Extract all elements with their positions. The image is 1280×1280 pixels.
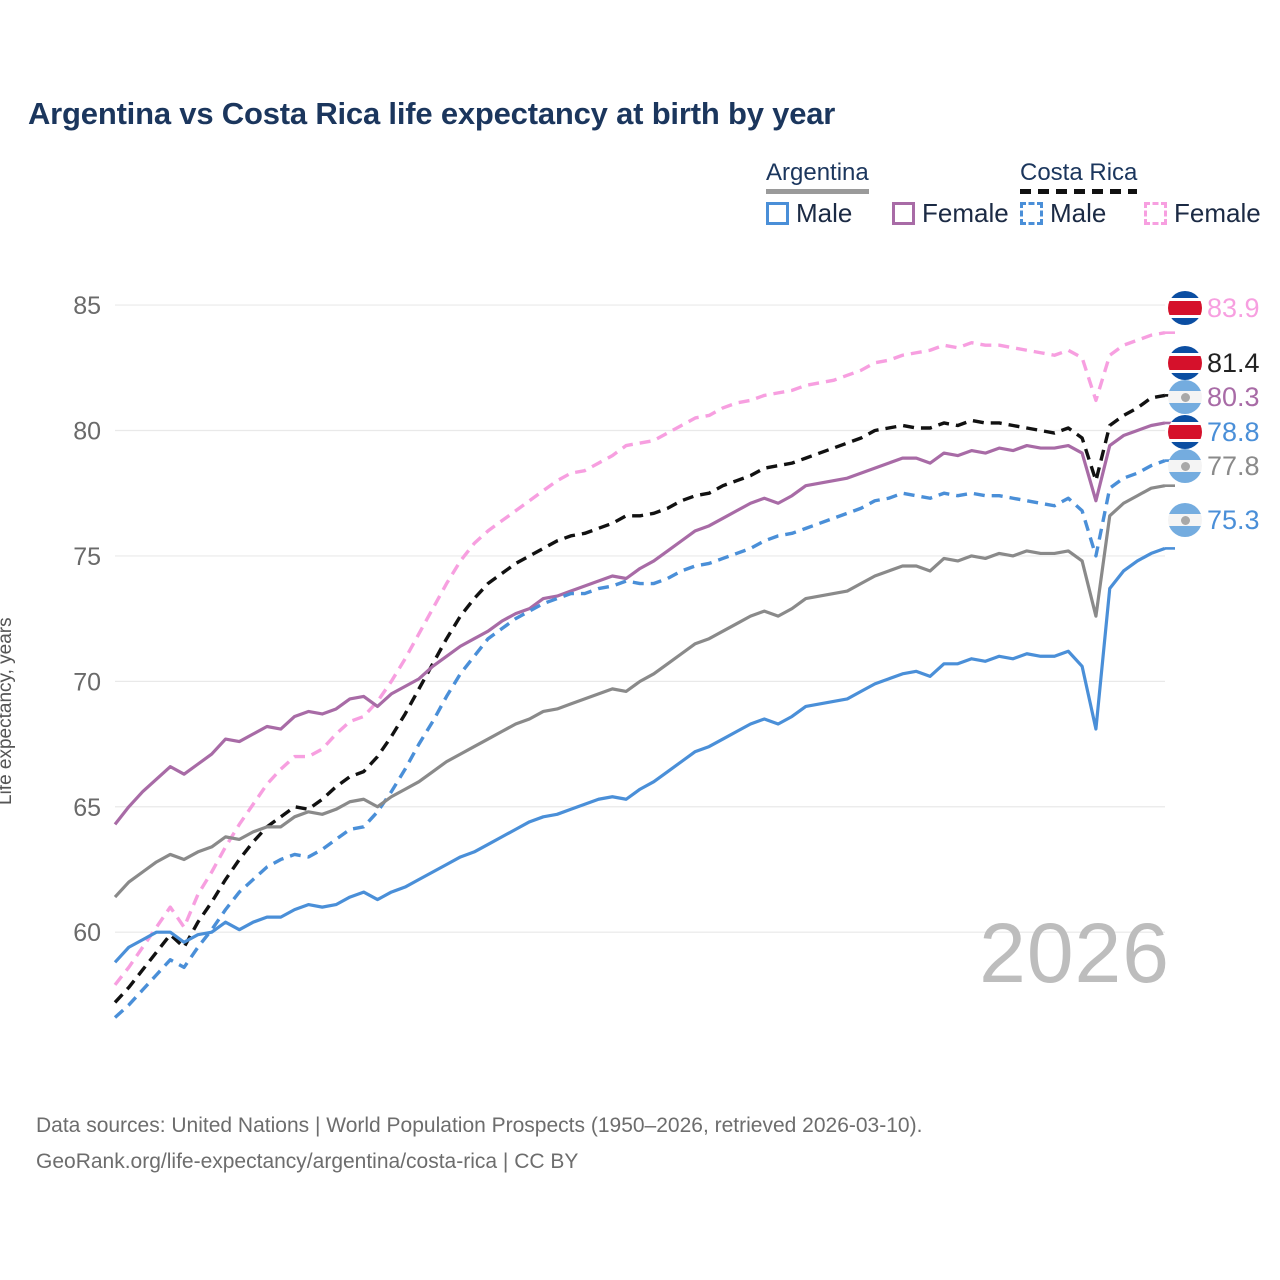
legend-group-argentina: Argentina [766, 160, 869, 194]
y-axis-tick: 70 [73, 668, 101, 696]
series-end-label: 78.8 [1168, 415, 1260, 449]
series-end-label: 80.3 [1168, 380, 1260, 414]
legend-rule-solid [766, 189, 869, 194]
legend-group-label-argentina: Argentina [766, 159, 869, 186]
series-end-value: 78.8 [1207, 416, 1260, 447]
legend-group-label-costa-rica: Costa Rica [1020, 159, 1138, 186]
y-axis-tick: 75 [73, 543, 101, 571]
y-axis-tick: 60 [73, 919, 101, 947]
costa-rica-flag-icon [1168, 415, 1202, 449]
page-title: Argentina vs Costa Rica life expectancy … [28, 96, 836, 131]
argentina-flag-icon [1168, 503, 1202, 537]
series-line [113, 421, 1166, 826]
legend-item-label: Male [1050, 198, 1107, 228]
series-end-label: 83.9 [1168, 291, 1260, 325]
legend-group-costa-rica: Costa Rica [1020, 159, 1138, 194]
legend-item-label: Female [1174, 198, 1261, 228]
series-end-label: 75.3 [1168, 503, 1260, 537]
y-axis-label: Life expectancy, years [0, 617, 16, 805]
costa-rica-flag-icon [1168, 346, 1202, 380]
series-end-value: 81.4 [1207, 347, 1260, 378]
argentina-flag-icon [1168, 380, 1202, 414]
series-line [113, 331, 1166, 986]
costa-rica-flag-icon [1168, 291, 1202, 325]
series-end-value: 83.9 [1207, 292, 1260, 323]
footer-data-sources: Data sources: United Nations | World Pop… [36, 1114, 923, 1137]
legend-rule-dashed [1020, 189, 1138, 194]
legend-swatch-icon [1144, 202, 1167, 225]
legend-swatch-icon [892, 202, 915, 225]
legend-item-argentina-female[interactable]: Female [892, 198, 1009, 229]
argentina-flag-icon [1168, 449, 1202, 483]
legend-item-label: Female [922, 198, 1009, 228]
series-line [113, 459, 1166, 1019]
series-end-value: 75.3 [1207, 504, 1260, 535]
footer: Data sources: United Nations | World Pop… [36, 1108, 922, 1180]
legend-item-costa-rica-male[interactable]: Male [1020, 198, 1106, 229]
series-end-value: 77.8 [1207, 450, 1260, 481]
series-line [113, 393, 1166, 1004]
y-axis-tick: 85 [73, 292, 101, 320]
series-line [113, 546, 1166, 964]
plot-area: Life expectancy, years 60657075808519501… [0, 250, 1280, 1050]
line-chart-svg: 6065707580851950196019701980199020002010… [73, 292, 1175, 1019]
series-line [113, 484, 1166, 899]
legend-swatch-icon [1020, 202, 1043, 225]
y-axis-tick: 80 [73, 418, 101, 446]
footer-attribution: GeoRank.org/life-expectancy/argentina/co… [36, 1150, 579, 1173]
legend-item-argentina-male[interactable]: Male [766, 198, 852, 229]
series-end-value: 80.3 [1207, 381, 1260, 412]
series-end-labels: 83.9 81.4 80.3 78.8 77.8 75.3 [1168, 250, 1280, 1050]
legend-item-label: Male [796, 198, 853, 228]
y-axis-tick: 65 [73, 794, 101, 822]
series-end-label: 81.4 [1168, 346, 1260, 380]
chart-legend: Argentina Costa Rica Male Female Male [762, 159, 1261, 232]
legend-swatch-icon [766, 202, 789, 225]
series-end-label: 77.8 [1168, 449, 1260, 483]
legend-item-costa-rica-female[interactable]: Female [1144, 198, 1261, 229]
year-watermark: 2026 [979, 906, 1170, 1000]
